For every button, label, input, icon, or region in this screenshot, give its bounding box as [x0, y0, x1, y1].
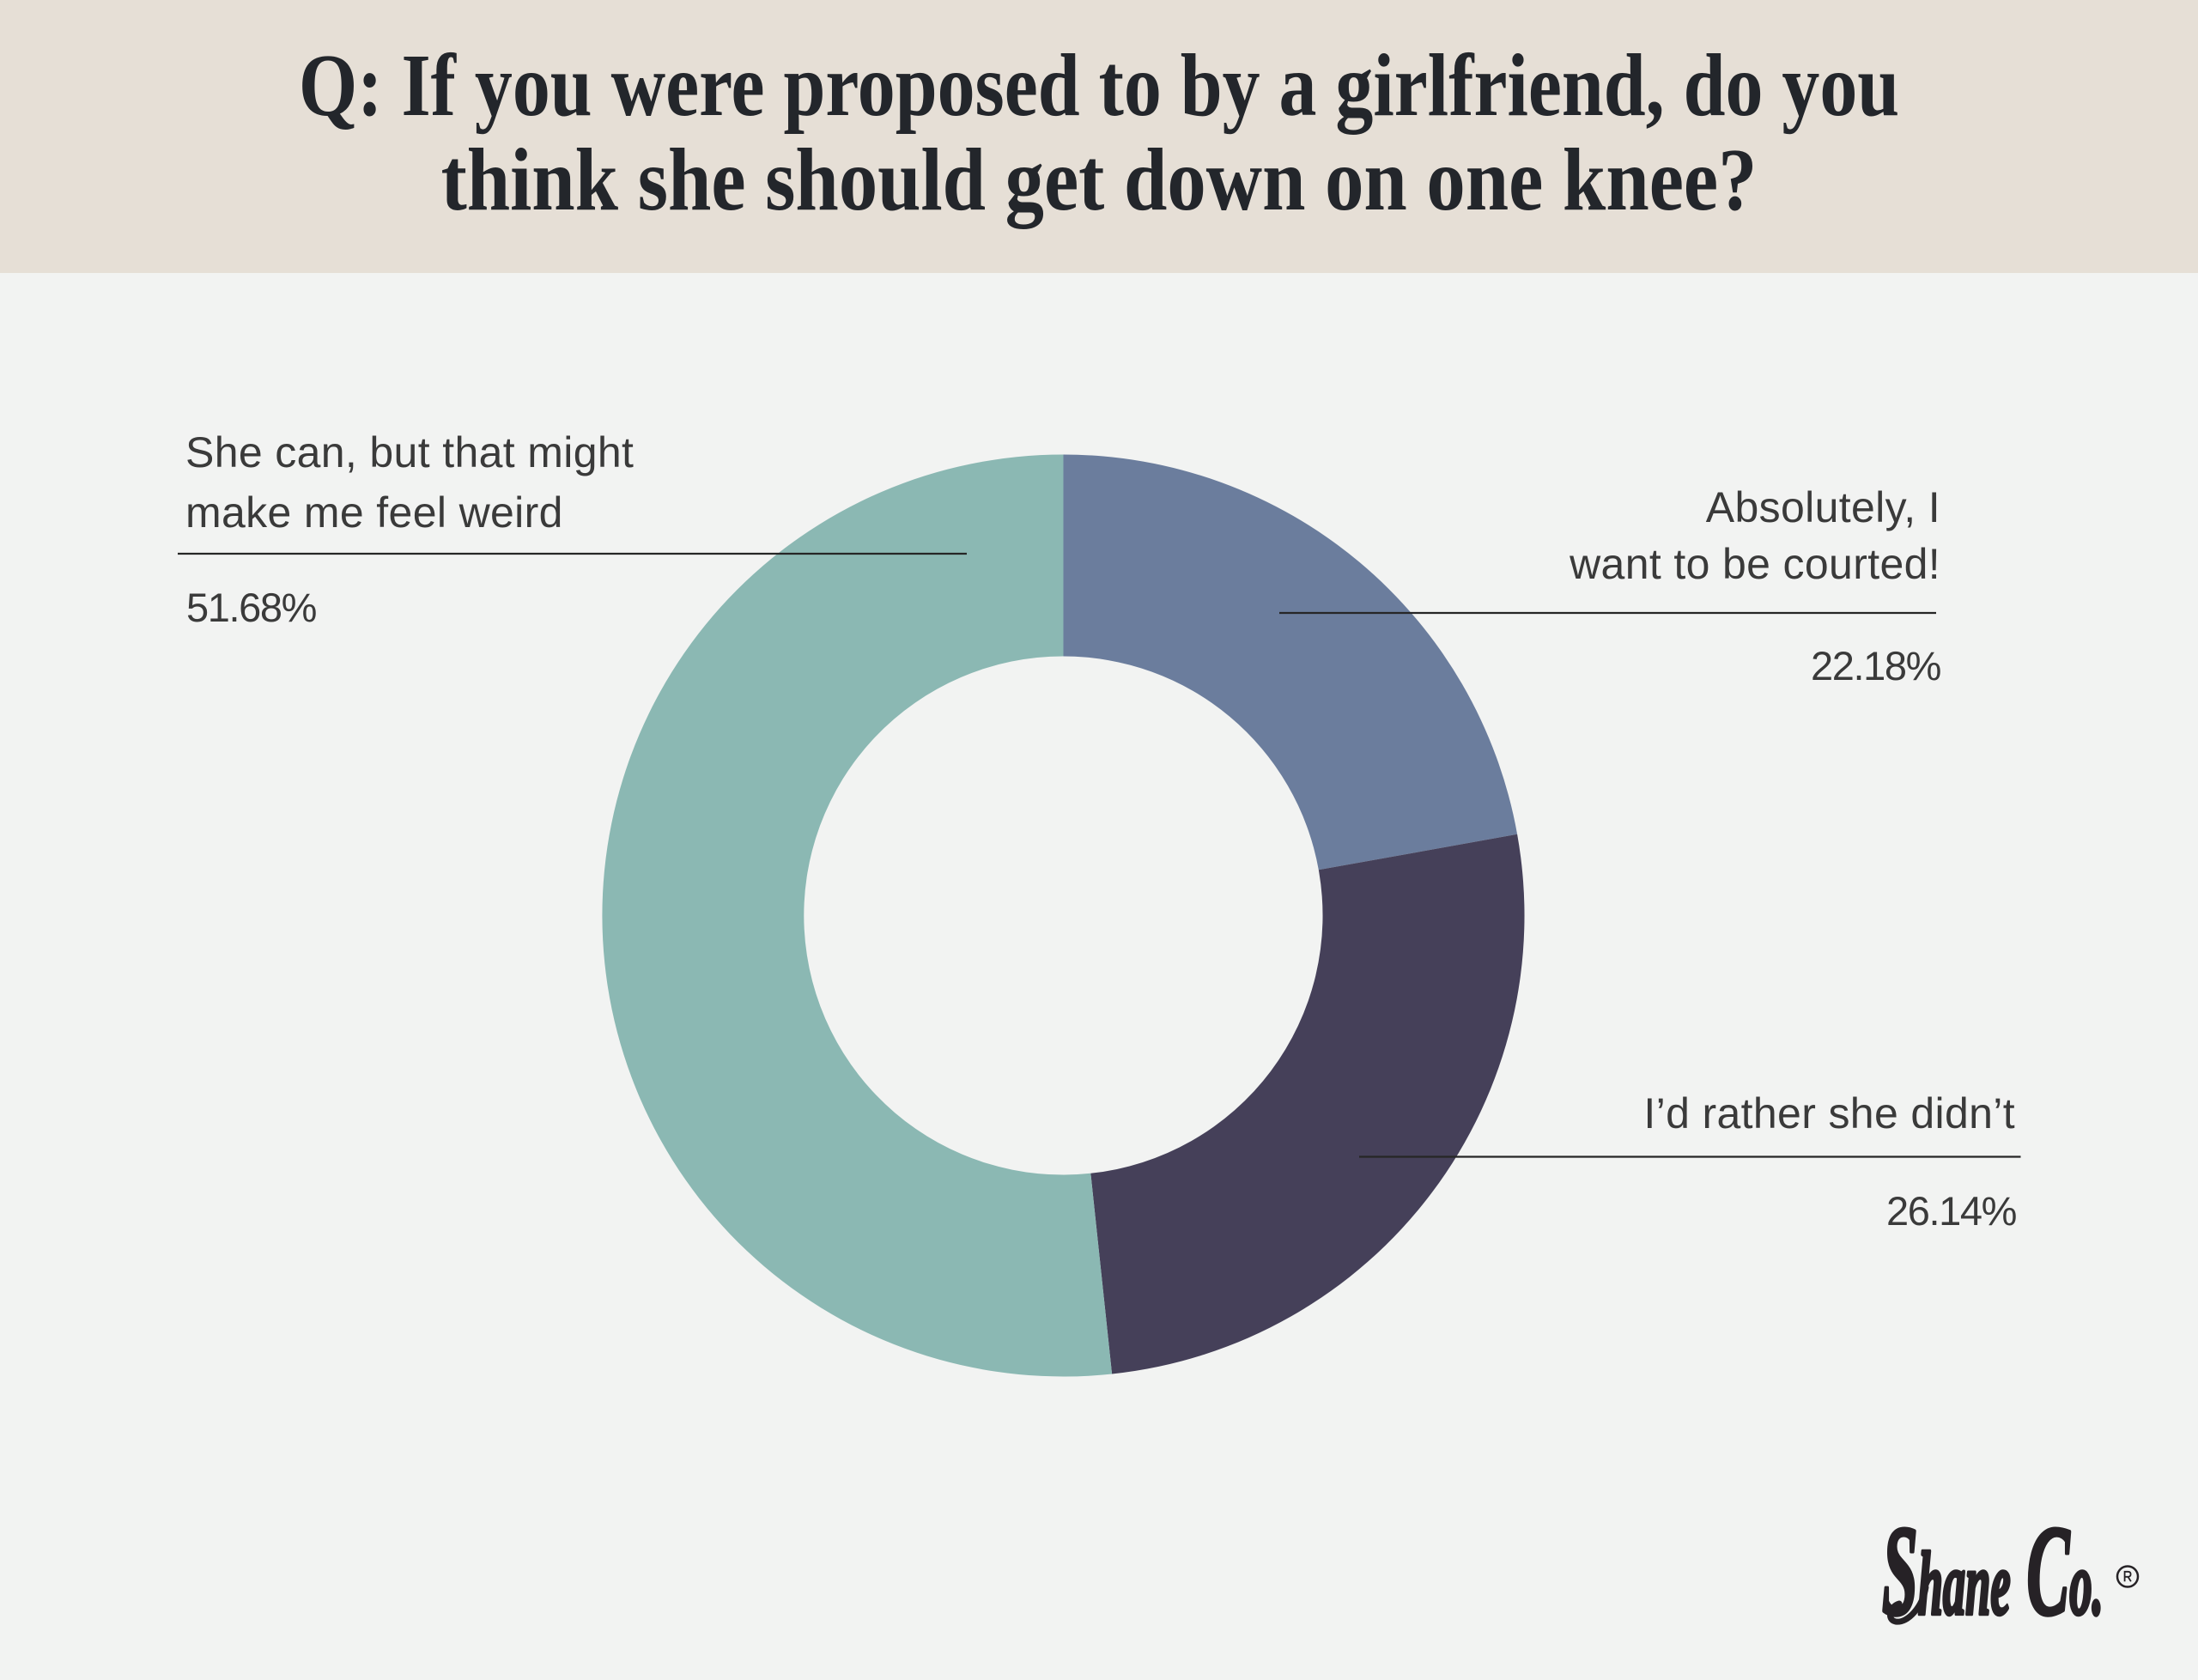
svg-text:Shane Co.: Shane Co. — [1882, 1499, 2104, 1642]
